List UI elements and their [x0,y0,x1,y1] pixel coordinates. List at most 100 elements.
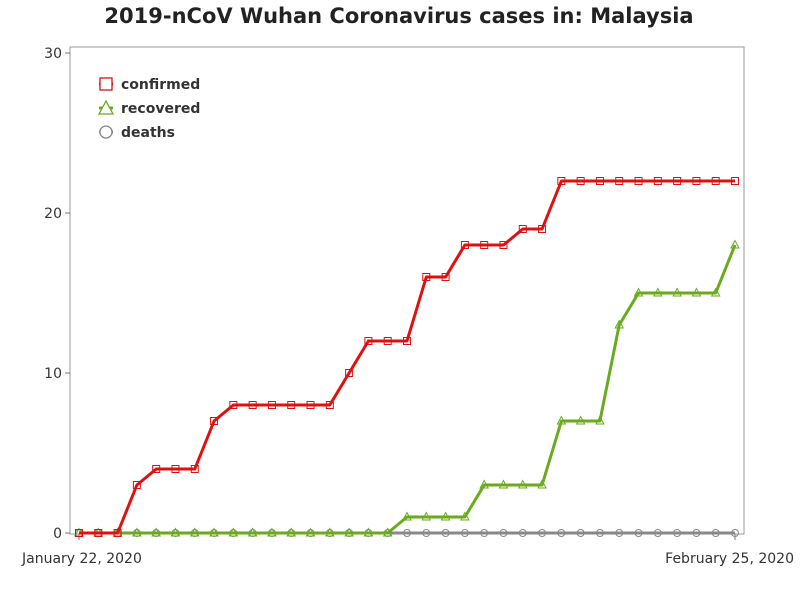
data-point-deaths [673,529,682,537]
data-point-confirmed [132,481,141,489]
data-point-confirmed [576,177,585,185]
data-point-recovered [228,527,239,537]
series-layer [74,177,740,537]
data-point-confirmed [171,465,180,473]
data-point-deaths [731,529,739,537]
data-point-recovered [672,287,682,297]
x-tick-label: January 22, 2020 [21,551,142,567]
data-point-deaths [576,529,585,537]
data-point-recovered [652,287,663,297]
chart-title: 2019-nCoV Wuhan Coronavirus cases in: Ma… [104,4,693,28]
data-point-confirmed [152,465,161,473]
data-point-recovered [402,511,412,521]
legend-label: recovered [121,101,200,117]
data-point-deaths [711,529,720,537]
data-point-confirmed [518,225,527,233]
data-point-confirmed [248,401,257,409]
legend-label: confirmed [121,77,200,93]
data-point-deaths [595,529,604,537]
legend-label: deaths [121,125,175,141]
data-point-deaths [422,529,431,537]
legend-item-recovered: recovered [97,99,200,117]
data-point-confirmed [190,465,199,473]
data-point-confirmed [287,401,296,409]
series-line-confirmed [79,179,735,535]
y-tick-label: 0 [53,526,62,542]
data-point-recovered [267,527,277,537]
y-axis: 0 10 20 30 [44,46,70,542]
series-recovered [74,239,740,537]
data-point-deaths [634,529,643,537]
data-point-recovered [556,415,567,425]
data-point-confirmed [364,337,373,345]
data-point-deaths [499,529,508,537]
data-point-deaths [441,529,450,537]
data-point-confirmed [731,177,739,185]
data-point-deaths [460,529,469,537]
data-point-recovered [286,527,297,537]
data-point-recovered [460,511,470,521]
data-point-confirmed [673,177,682,185]
plot-frame [69,46,745,535]
data-point-confirmed [538,225,547,233]
legend-item-deaths: deaths [99,125,175,141]
data-point-recovered [189,527,200,537]
y-tick-label: 30 [44,46,62,62]
data-point-recovered [324,527,335,537]
x-axis: January 22, 2020 February 25, 2020 [21,534,794,567]
data-point-confirmed [634,177,643,185]
data-point-confirmed [653,177,662,185]
data-point-confirmed [499,241,508,249]
data-point-recovered [440,511,451,521]
x-tick-label: February 25, 2020 [665,551,794,567]
data-point-recovered [363,527,374,537]
data-point-confirmed [711,177,720,185]
data-point-recovered [305,527,316,537]
data-point-confirmed [75,529,83,537]
data-point-confirmed [460,241,469,249]
legend-marker-circle [99,125,113,139]
y-tick-label: 20 [44,206,62,222]
data-point-recovered [247,527,258,537]
data-point-recovered [151,527,162,537]
legend-marker-square [99,77,113,91]
data-point-deaths [480,529,489,537]
data-point-deaths [518,529,527,537]
data-point-recovered [421,511,432,521]
data-point-deaths [557,529,566,537]
data-point-recovered [132,527,142,537]
data-point-recovered [595,415,605,425]
data-point-confirmed [480,241,489,249]
data-point-deaths [692,529,701,537]
data-point-recovered [691,287,702,297]
data-point-confirmed [441,273,450,281]
series-confirmed [75,177,739,537]
data-point-recovered [498,479,509,489]
series-line-recovered [79,244,737,535]
data-point-confirmed [615,177,624,185]
data-point-recovered [575,415,586,425]
data-point-confirmed [267,401,276,409]
data-point-deaths [538,529,547,537]
data-point-confirmed [210,417,219,425]
data-point-confirmed [325,401,334,409]
data-point-confirmed [94,529,103,537]
data-point-recovered [614,319,625,329]
data-point-recovered [344,527,354,537]
data-point-deaths [653,529,662,537]
data-point-recovered [710,287,721,297]
data-point-confirmed [692,177,701,185]
data-point-deaths [615,529,624,537]
data-point-confirmed [403,337,411,345]
data-point-confirmed [345,369,354,377]
y-tick-label: 10 [44,366,62,382]
data-point-recovered [730,239,740,249]
data-point-confirmed [229,401,238,409]
data-point-recovered [479,479,490,489]
data-point-recovered [170,527,181,537]
data-point-recovered [209,527,219,537]
data-point-confirmed [595,177,604,185]
data-point-confirmed [306,401,315,409]
